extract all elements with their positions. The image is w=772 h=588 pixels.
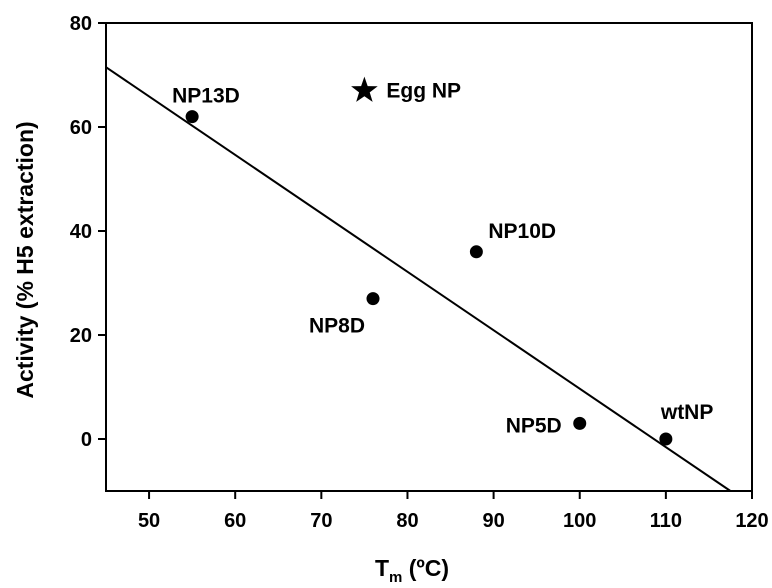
data-point-np13d xyxy=(185,110,199,124)
plot-frame xyxy=(105,22,753,492)
x-tick-label: 90 xyxy=(482,510,504,532)
point-label-np10d: NP10D xyxy=(488,220,556,243)
y-axis-title: Activity (% H5 extraction) xyxy=(12,121,38,398)
regression-line xyxy=(105,66,732,492)
y-tick-label: 0 xyxy=(81,429,92,451)
x-tick-label: 70 xyxy=(310,510,332,532)
point-label-np8d: NP8D xyxy=(309,315,365,338)
data-point-egg-np xyxy=(351,76,378,102)
data-point-np5d xyxy=(573,416,587,430)
x-axis-title-unit: (ºC) xyxy=(402,555,449,581)
x-tick-label: 120 xyxy=(735,510,768,532)
point-label-wtnp: wtNP xyxy=(660,401,714,424)
x-tick-label: 60 xyxy=(224,510,246,532)
point-label-egg-np: Egg NP xyxy=(386,80,461,103)
x-axis-title-main: T xyxy=(375,555,389,581)
x-tick-label: 50 xyxy=(138,510,160,532)
y-tick-label: 80 xyxy=(70,13,92,35)
x-axis-title: Tm (ºC) xyxy=(375,555,449,586)
x-tick-label: 80 xyxy=(396,510,418,532)
x-tick-label: 100 xyxy=(563,510,596,532)
data-point-np8d xyxy=(366,292,380,306)
point-label-np5d: NP5D xyxy=(506,414,562,437)
x-axis-title-subscript: m xyxy=(389,569,402,586)
y-tick-label: 60 xyxy=(70,117,92,139)
y-tick-label: 20 xyxy=(70,325,92,347)
y-tick-label: 40 xyxy=(70,221,92,243)
point-label-np13d: NP13D xyxy=(172,85,240,108)
data-point-np10d xyxy=(469,245,483,259)
plot-area: 50 60 70 80 90 100 110 120 0 20 40 60 80 NP13D NP8D NP1… xyxy=(70,13,769,532)
x-tick-label: 110 xyxy=(650,510,682,532)
data-point-wtnp xyxy=(659,432,673,446)
